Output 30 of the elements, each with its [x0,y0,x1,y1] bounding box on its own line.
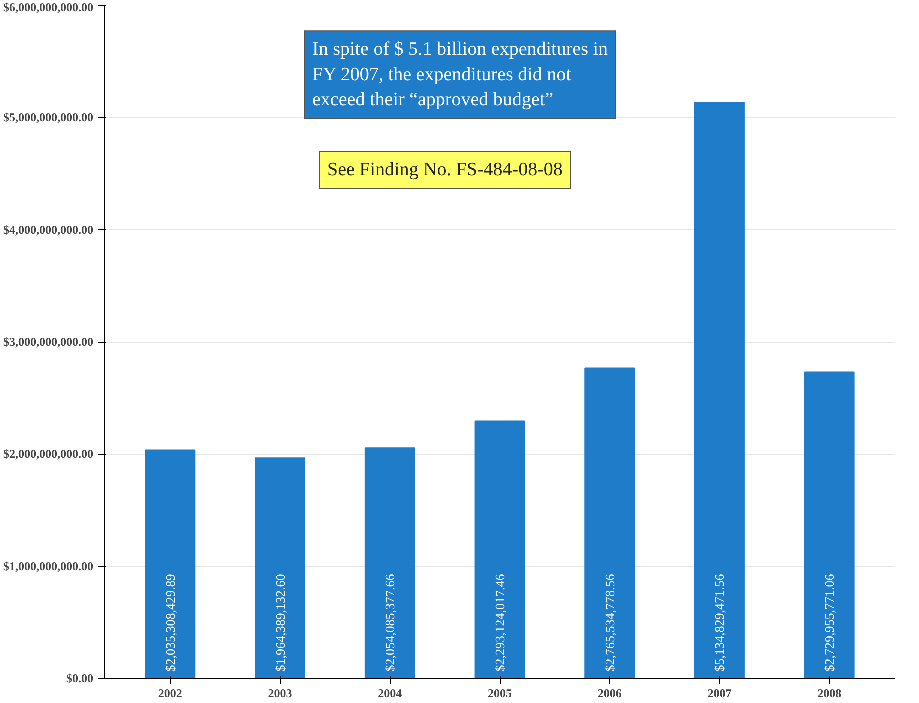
x-tick-label: 2004 [378,686,402,700]
y-tick-label: $6,000,000,000.00 [4,0,94,14]
bar [364,448,416,678]
y-tick-label: $4,000,000,000.00 [4,222,94,237]
bar [255,458,306,678]
bar [474,420,526,678]
data-label: $2,035,308,429.89 [162,574,178,672]
data-label: $2,765,534,778.56 [602,574,618,672]
annotation: In spite of $ 5.1 billion expenditures in FY 2007, the expenditures did not exceed their “approved budget” [312,39,609,110]
data-label: $2,729,955,771.06 [822,574,838,672]
y-tick-label: $5,000,000,000.00 [4,110,94,125]
data-label: $2,054,085,377.66 [382,574,398,672]
y-tick-label: $2,000,000,000.00 [4,447,94,462]
y-tick-label: $3,000,000,000.00 [4,335,94,349]
x-tick-label: 2002 [158,686,182,700]
x-tick-label: 2007 [708,686,732,700]
data-label: $2,293,124,017.46 [492,574,508,672]
bar [804,372,855,678]
data-label: $1,964,389,132.60 [272,574,288,672]
bar [145,450,196,678]
x-tick-label: 2006 [598,686,622,700]
data-label: $5,134,829,471.56 [712,574,728,672]
x-tick-label: 2008 [818,686,842,700]
y-tick-label: $1,000,000,000.00 [4,559,94,574]
y-tick-label: $0.00 [66,672,94,686]
bar [694,102,745,678]
x-tick-label: 2003 [268,686,292,700]
x-tick-label: 2005 [488,686,512,700]
bar [584,368,636,678]
annotation: See Finding No. FS-484-08-08 [328,160,563,180]
